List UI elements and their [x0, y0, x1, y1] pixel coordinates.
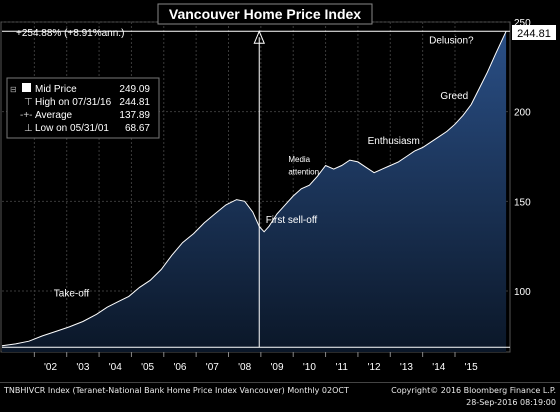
price-area — [2, 31, 507, 353]
legend-box — [6, 77, 160, 139]
x-tick-label: '12 — [368, 362, 381, 373]
annotation-label: Greed — [440, 91, 468, 102]
legend-value-low: 68.67 — [125, 123, 150, 134]
x-tick-label: '13 — [400, 362, 413, 373]
legend: ⊟ Mid Price 249.09 ⊤ High on 07/31/16 24… — [6, 77, 160, 139]
annotations: Take-off First sell-off Media attention Enth… — [54, 36, 474, 300]
y-tick-label: 100 — [514, 287, 531, 298]
average-marker-icon: -+- — [20, 110, 33, 121]
x-tick-label: '11 — [336, 362, 349, 373]
x-axis: '02 '03 '04 '05 '06 '07 '08 '09 '10 '11 '12 '13 '14 '… — [33, 352, 478, 373]
chart-svg: 100 150 200 250 '02 '03 '04 '05 '06 '07 '08 '09 '10… — [0, 3, 556, 373]
x-tick-label: '05 — [141, 362, 154, 373]
x-tick-label: '09 — [271, 362, 284, 373]
x-tick-label: '15 — [465, 362, 478, 373]
title-box — [157, 3, 373, 25]
annotation-label: Take-off — [54, 288, 90, 299]
annotation-label: Delusion? — [429, 36, 474, 47]
chart-title: Vancouver Home Price Index — [169, 6, 361, 22]
legend-label-mid: Mid Price — [35, 84, 77, 95]
annotation-label: Enthusiasm — [368, 136, 420, 147]
footer-source: TNBHIVCR Index (Teranet-National Bank Ho… — [4, 386, 349, 395]
footer-timestamp: 28-Sep-2016 08:19:00 — [466, 398, 556, 407]
legend-label-average: Average — [35, 110, 73, 121]
x-tick-label: '06 — [173, 362, 186, 373]
x-tick-label: '04 — [109, 362, 122, 373]
x-tick-label: '03 — [76, 362, 89, 373]
marker-arrow-icon — [253, 30, 265, 44]
y-tick-label: 200 — [514, 108, 531, 119]
x-tick-label: '10 — [303, 362, 316, 373]
legend-square-icon — [22, 83, 31, 92]
y-axis: 100 150 200 250 — [514, 18, 531, 298]
price-line — [1, 31, 507, 347]
x-tick-label: '08 — [238, 362, 251, 373]
y-tick-label: 150 — [514, 197, 531, 208]
annotation-label: First sell-off — [266, 215, 318, 226]
legend-label-high: High on 07/31/16 — [35, 97, 112, 108]
annotation-label: Media — [288, 155, 310, 164]
annotation-label: attention — [288, 167, 319, 176]
reference-lines — [2, 30, 510, 348]
legend-collapse-icon[interactable]: ⊟ — [10, 85, 17, 94]
y-tick-label: 250 — [514, 18, 531, 29]
footer-copyright: Copyright© 2016 Bloomberg Finance L.P. — [391, 386, 556, 395]
low-marker-icon: ⊥ — [24, 123, 33, 134]
legend-value-high: 244.81 — [119, 97, 150, 108]
last-value-label: 244.81 — [517, 28, 551, 40]
high-marker-icon: ⊤ — [24, 97, 33, 108]
last-value-tag: 244.81 — [512, 25, 556, 40]
x-tick-label: '07 — [206, 362, 219, 373]
legend-value-mid: 249.09 — [119, 84, 150, 95]
legend-label-low: Low on 05/31/01 — [35, 123, 109, 134]
x-tick-label: '02 — [44, 362, 57, 373]
footer-divider — [0, 382, 560, 383]
change-label: +254.88% (+8.91%ann.) — [16, 28, 124, 39]
x-tick-label: '14 — [432, 362, 445, 373]
legend-value-average: 137.89 — [119, 110, 150, 121]
